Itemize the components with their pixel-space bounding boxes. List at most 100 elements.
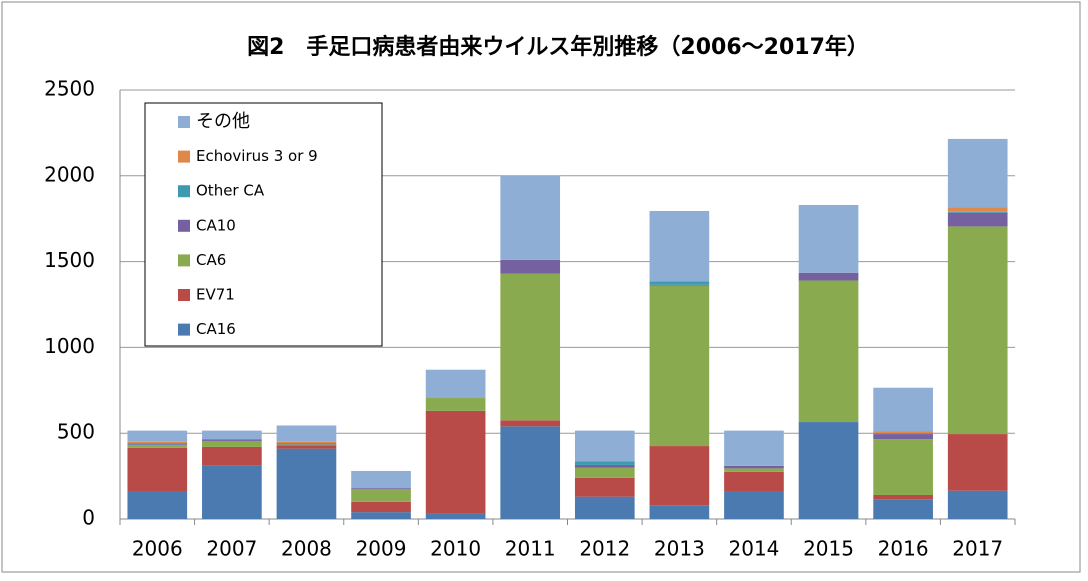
bar-segment xyxy=(202,430,262,440)
legend-label: CA10 xyxy=(196,216,236,234)
bar-segment xyxy=(649,446,710,506)
bar-segment xyxy=(425,513,486,519)
x-tick-label: 2008 xyxy=(281,537,332,561)
legend-swatch xyxy=(178,150,190,163)
bar-segment xyxy=(798,280,859,423)
legend-swatch xyxy=(178,323,190,336)
legend-label: CA6 xyxy=(196,251,226,269)
bar-segment xyxy=(127,444,188,446)
bar-segment xyxy=(724,491,784,519)
legend-label: EV71 xyxy=(196,286,235,304)
legend-swatch xyxy=(178,116,190,128)
bar-segment xyxy=(500,426,561,519)
bar-segment xyxy=(947,211,1008,213)
legend-swatch xyxy=(178,254,190,267)
bar-segment xyxy=(798,422,859,519)
bar-segment xyxy=(947,490,1008,519)
bar-segment xyxy=(276,443,337,445)
bar-segment xyxy=(127,443,188,445)
bar-segment xyxy=(351,488,411,489)
bar-segment xyxy=(202,440,262,447)
bar-segment xyxy=(276,444,337,446)
bar-segment xyxy=(127,441,188,444)
bar-segment xyxy=(276,441,337,444)
legend-swatch xyxy=(178,219,190,232)
x-tick-label: 2015 xyxy=(803,537,854,561)
bar-segment xyxy=(127,491,188,519)
y-tick-label: 2500 xyxy=(44,77,95,101)
x-tick-label: 2009 xyxy=(356,537,407,561)
legend-swatch xyxy=(178,185,190,198)
bar-segment xyxy=(202,446,262,466)
bar-segment xyxy=(947,434,1008,491)
bar-segment xyxy=(276,445,337,449)
x-tick-label: 2016 xyxy=(878,537,929,561)
bar-segment xyxy=(649,210,710,282)
legend-label: CA16 xyxy=(196,320,236,338)
bar-segment xyxy=(574,464,635,468)
bar-segment xyxy=(276,425,337,442)
bar-segment xyxy=(947,212,1008,227)
legend-label: Other CA xyxy=(196,182,265,200)
bar-segment xyxy=(351,512,411,519)
legend-label: その他 xyxy=(196,111,250,132)
x-tick-label: 2012 xyxy=(579,537,630,561)
bar-segment xyxy=(351,501,411,513)
bar-segment xyxy=(873,439,933,495)
bar-segment xyxy=(425,369,486,399)
x-tick-label: 2007 xyxy=(206,537,257,561)
bar-segment xyxy=(202,439,262,441)
bar-segment xyxy=(351,488,411,502)
y-tick-label: 0 xyxy=(82,506,95,530)
bar-segment xyxy=(873,433,933,435)
bar-segment xyxy=(649,281,710,285)
x-tick-label: 2014 xyxy=(729,537,780,561)
bar-segment xyxy=(202,465,262,519)
bar-segment xyxy=(127,447,188,492)
bar-segment xyxy=(500,175,561,260)
x-tick-label: 2011 xyxy=(505,537,556,561)
bar-segment xyxy=(947,226,1008,435)
bar-segment xyxy=(425,398,486,411)
bar-segment xyxy=(798,204,859,273)
y-tick-label: 2000 xyxy=(44,162,95,186)
bar-segment xyxy=(873,494,933,500)
bar-segment xyxy=(500,420,561,427)
legend-label: Echovirus 3 or 9 xyxy=(196,147,318,165)
bar-segment xyxy=(873,434,933,440)
y-tick-label: 500 xyxy=(57,420,95,444)
x-tick-label: 2017 xyxy=(952,537,1003,561)
bar-segment xyxy=(500,259,561,274)
bar-segment xyxy=(127,430,188,442)
bar-segment xyxy=(649,285,710,447)
bar-segment xyxy=(649,505,710,519)
bar-segment xyxy=(574,477,635,497)
x-tick-label: 2010 xyxy=(430,537,481,561)
bar-segment xyxy=(947,138,1008,208)
bar-segment xyxy=(724,465,784,469)
y-tick-label: 1000 xyxy=(44,334,95,358)
bar-segment xyxy=(724,430,784,466)
bar-segment xyxy=(574,496,635,519)
bar-segment xyxy=(873,431,933,434)
x-tick-label: 2006 xyxy=(132,537,183,561)
bar-segment xyxy=(500,273,561,421)
bar-segment xyxy=(947,207,1008,212)
bar-segment xyxy=(276,448,337,519)
bar-segment xyxy=(724,471,784,492)
bar-segment xyxy=(798,272,859,281)
bar-segment xyxy=(873,499,933,519)
bar-segment xyxy=(873,387,933,432)
chart-title: 図2 手足口病患者由来ウイルス年別推移（2006～2017年） xyxy=(247,34,869,60)
bar-segment xyxy=(724,468,784,472)
bar-segment xyxy=(351,470,411,489)
bar-segment xyxy=(574,461,635,465)
bar-segment xyxy=(574,430,635,462)
bar-segment xyxy=(127,445,188,448)
bar-segment xyxy=(425,410,486,514)
bar-segment xyxy=(649,284,710,286)
y-tick-label: 1500 xyxy=(44,248,95,272)
legend-swatch xyxy=(178,289,190,301)
bar-segment xyxy=(574,467,635,478)
